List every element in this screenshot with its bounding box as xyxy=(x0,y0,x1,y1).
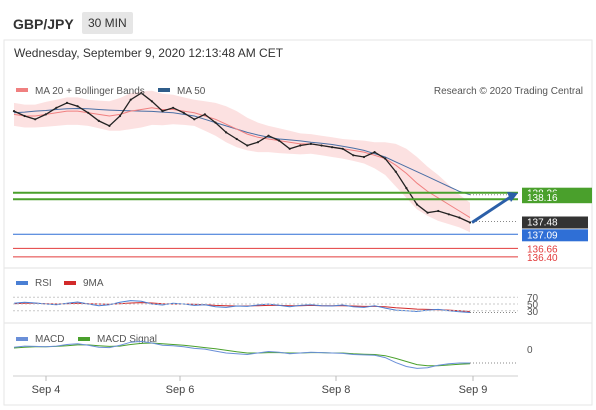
price-point xyxy=(447,213,450,216)
price-point xyxy=(34,118,37,121)
price-point xyxy=(256,141,259,144)
price-point xyxy=(55,106,58,109)
price-point xyxy=(108,124,111,127)
level-label-box xyxy=(522,216,588,229)
price-point xyxy=(320,144,323,147)
ma50-line xyxy=(13,107,471,196)
legend-swatch xyxy=(16,337,28,341)
legend-label: MACD xyxy=(35,334,64,345)
x-tick-label: Sep 6 xyxy=(166,384,195,396)
price-point xyxy=(161,110,164,113)
forecast-arrow-head xyxy=(507,191,518,202)
legend-swatch xyxy=(16,281,28,285)
x-tick-label: Sep 8 xyxy=(322,384,351,396)
price-point xyxy=(140,92,143,95)
price-point xyxy=(458,216,461,219)
timeframe-badge[interactable]: 30 MIN xyxy=(82,12,133,34)
ma20-line xyxy=(13,107,471,219)
chart-border xyxy=(3,39,593,406)
price-point xyxy=(278,139,281,142)
price-point xyxy=(87,111,90,114)
price-point xyxy=(415,203,419,206)
level-label-box xyxy=(522,229,588,242)
price-point xyxy=(65,101,69,104)
price-point xyxy=(193,118,196,121)
level-label: 137.09 xyxy=(527,230,558,241)
legend-swatch xyxy=(158,88,170,92)
price-point xyxy=(129,98,132,101)
price-point xyxy=(352,154,355,157)
price-point xyxy=(214,121,217,124)
x-tick-label: Sep 4 xyxy=(32,384,61,396)
price-point xyxy=(288,147,291,150)
price-line xyxy=(13,92,471,224)
legend-label: MACD Signal xyxy=(97,334,157,345)
legend-label: MA 20 + Bollinger Bands xyxy=(35,86,145,97)
legend-label: MA 50 xyxy=(177,86,206,97)
timestamp: Wednesday, September 9, 2020 12:13:48 AM… xyxy=(14,46,284,60)
price-point xyxy=(341,147,344,150)
price-point xyxy=(437,209,440,213)
price-point xyxy=(362,155,366,159)
price-point xyxy=(23,114,26,118)
price-point xyxy=(299,144,302,147)
level-label: 136.66 xyxy=(527,244,558,255)
price-point xyxy=(118,114,122,118)
legend-label: RSI xyxy=(35,278,52,289)
price-point xyxy=(246,144,249,147)
x-tick-label: Sep 9 xyxy=(459,384,488,396)
legend-swatch xyxy=(78,337,90,341)
bollinger-band xyxy=(14,90,470,233)
legend-swatch xyxy=(16,88,28,92)
price-point xyxy=(150,100,153,103)
price-point xyxy=(44,113,47,116)
price-point xyxy=(97,119,100,122)
price-point xyxy=(182,111,185,114)
rsi-tick: 70 xyxy=(527,293,539,304)
price-point xyxy=(267,134,270,137)
price-point xyxy=(309,142,312,145)
rsi-tick: 50 xyxy=(527,300,539,311)
price-point xyxy=(76,105,79,108)
macd-line xyxy=(13,340,470,369)
price-point xyxy=(426,211,429,214)
rsi-tick: 30 xyxy=(527,307,539,318)
price-point xyxy=(235,137,238,141)
level-label: 137.48 xyxy=(527,218,558,229)
chart-header: GBP/JPY 30 MIN xyxy=(4,6,592,40)
level-label: 138.16 xyxy=(527,193,558,204)
chart-credit: Research © 2020 Trading Central xyxy=(434,86,583,97)
macd-signal-line xyxy=(13,342,471,367)
price-point xyxy=(373,151,376,154)
price-point xyxy=(405,187,408,190)
price-point xyxy=(12,110,16,113)
level-label: 136.40 xyxy=(527,253,558,264)
symbol-label: GBP/JPY xyxy=(13,16,74,32)
macd-tick: 0 xyxy=(527,345,533,356)
price-point xyxy=(203,113,206,116)
price-point xyxy=(225,131,228,134)
level-label-box xyxy=(522,192,592,204)
price-point xyxy=(172,106,175,109)
legend-swatch xyxy=(64,281,76,285)
forecast-arrow xyxy=(471,194,513,224)
price-point xyxy=(384,157,387,160)
legend-label: 9MA xyxy=(83,278,104,289)
price-point xyxy=(394,170,397,173)
price-point xyxy=(331,146,334,149)
